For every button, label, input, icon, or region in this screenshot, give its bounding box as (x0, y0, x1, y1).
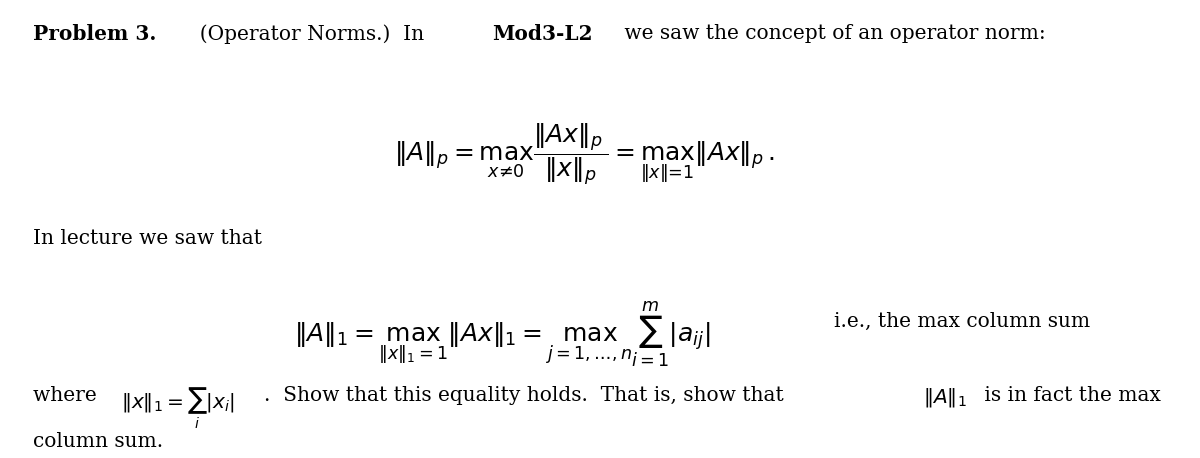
Text: $\|x\|_1 = \sum_i |x_i|$: $\|x\|_1 = \sum_i |x_i|$ (121, 386, 235, 431)
Text: In lecture we saw that: In lecture we saw that (32, 229, 262, 248)
Text: (Operator Norms.)  In: (Operator Norms.) In (187, 24, 431, 44)
Text: $\|A\|_1 = \underset{\|x\|_1=1}{\max} \|Ax\|_1 = \underset{j=1,\ldots,n}{\max} \: $\|A\|_1 = \underset{\|x\|_1=1}{\max} \|… (294, 300, 710, 370)
Text: Mod3-L2: Mod3-L2 (492, 24, 593, 44)
Text: $\|A\|_1$: $\|A\|_1$ (923, 386, 966, 409)
Text: .  Show that this equality holds.  That is, show that: . Show that this equality holds. That is… (264, 386, 790, 405)
Text: we saw the concept of an operator norm:: we saw the concept of an operator norm: (618, 24, 1046, 43)
Text: column sum.: column sum. (32, 431, 163, 451)
Text: Problem 3.: Problem 3. (32, 24, 156, 44)
Text: where: where (32, 386, 103, 405)
Text: i.e., the max column sum: i.e., the max column sum (834, 312, 1091, 331)
Text: $\|A\|_p = \max_{x\neq 0} \dfrac{\|Ax\|_p}{\|x\|_p} = \max_{\|x\|=1} \|Ax\|_p.$: $\|A\|_p = \max_{x\neq 0} \dfrac{\|Ax\|_… (394, 122, 774, 188)
Text: is in fact the max: is in fact the max (978, 386, 1160, 405)
